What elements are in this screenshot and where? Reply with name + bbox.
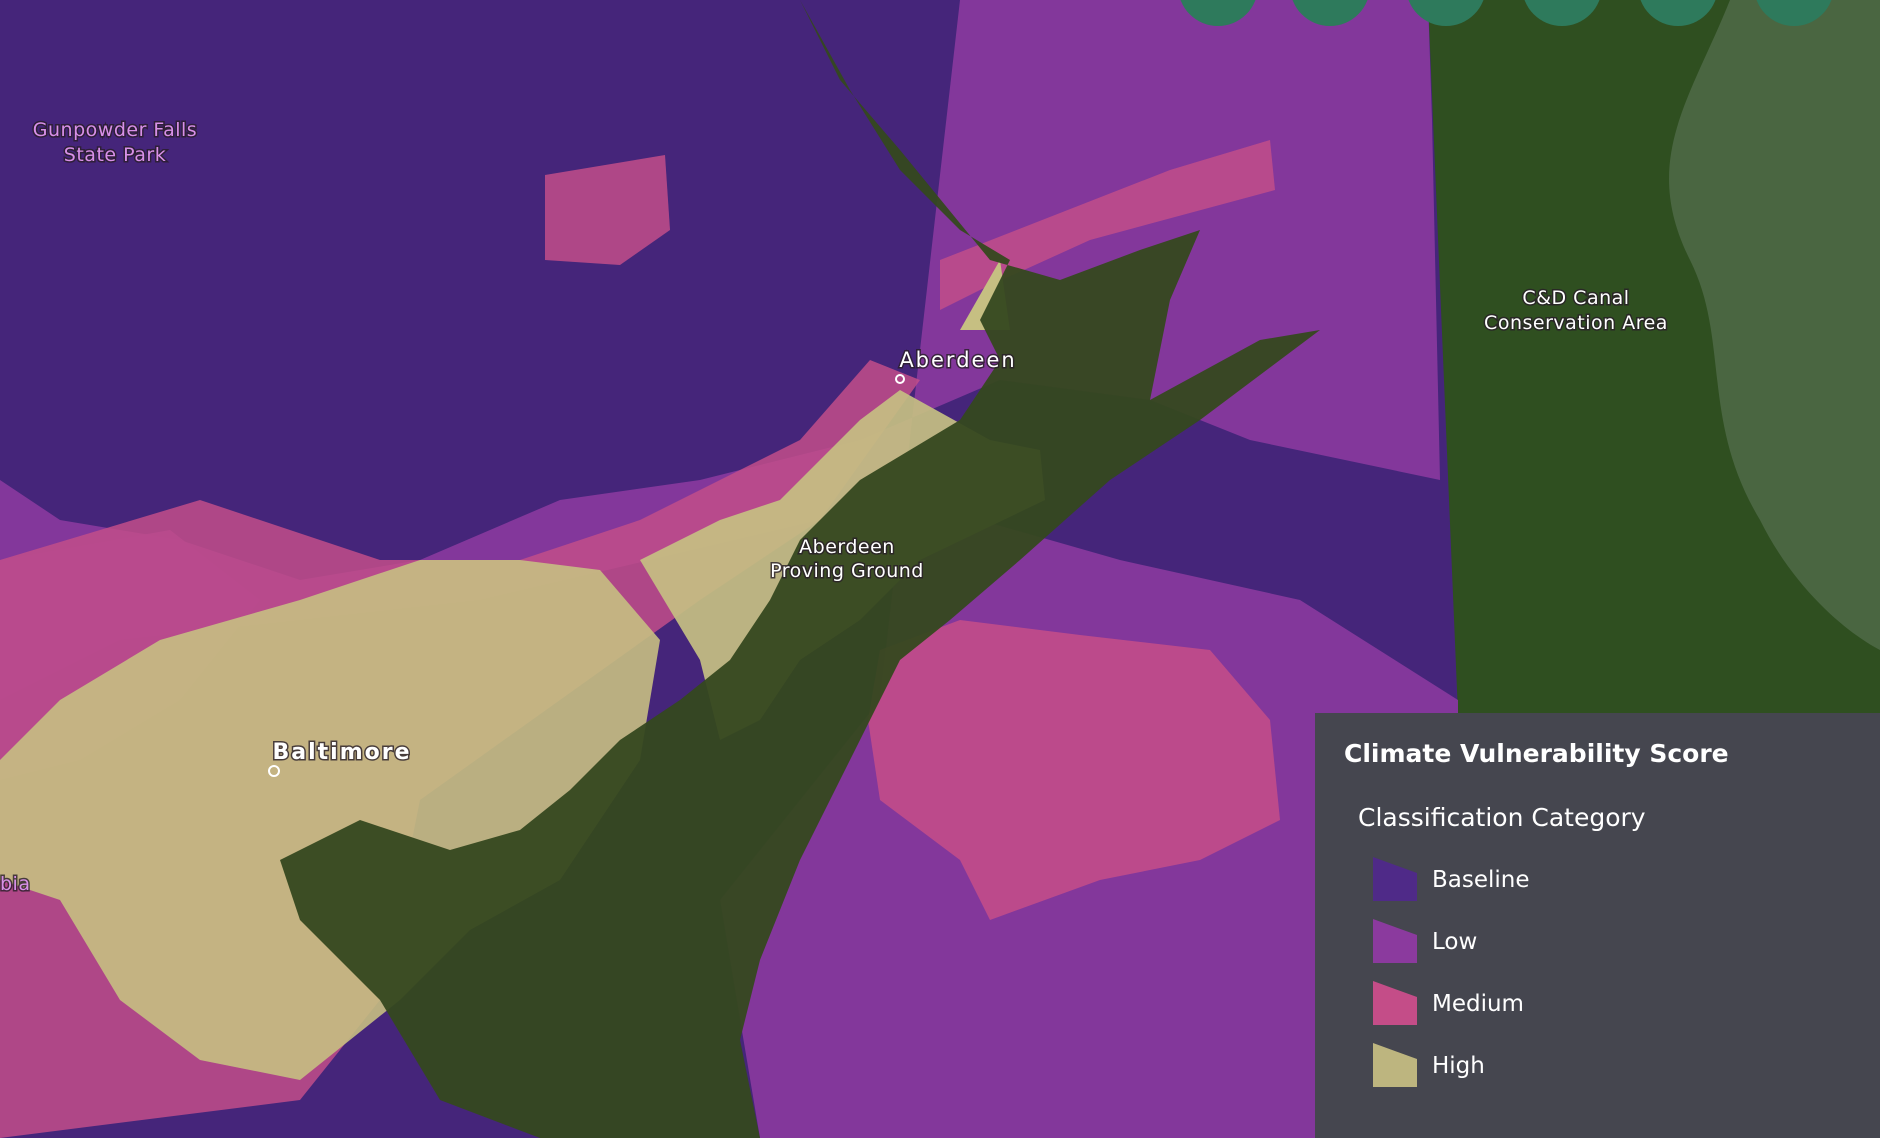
legend-label: High [1432, 1053, 1485, 1079]
tool-button[interactable] [1522, 0, 1602, 26]
legend: Climate Vulnerability Score Classificati… [1315, 713, 1880, 1138]
map-label: bia [0, 873, 30, 895]
tool-button[interactable] [1406, 0, 1486, 26]
tool-button[interactable] [1178, 0, 1258, 26]
high-area [0, 560, 660, 1080]
map-label: Conservation Area [1484, 312, 1668, 334]
map-label: Proving Ground [770, 560, 924, 582]
tool-button[interactable] [1290, 0, 1370, 26]
legend-title: Climate Vulnerability Score [1344, 739, 1729, 768]
legend-swatch [1373, 857, 1417, 901]
city-marker [268, 765, 280, 777]
legend-label: Low [1432, 929, 1477, 955]
tool-button[interactable] [1754, 0, 1834, 26]
medium-area [940, 140, 1275, 310]
legend-swatch [1373, 919, 1417, 963]
map-label: State Park [64, 144, 166, 166]
medium-area [868, 620, 1280, 920]
map-label: Gunpowder Falls [33, 119, 197, 141]
map-label: Aberdeen [799, 536, 895, 558]
tool-button[interactable] [1638, 0, 1718, 26]
toolbar [1178, 0, 1834, 26]
legend-subtitle: Classification Category [1358, 803, 1646, 832]
water [280, 0, 1320, 1138]
river [1669, 0, 1880, 650]
map-label: Aberdeen [899, 348, 1016, 372]
map-label: C&D Canal [1522, 287, 1629, 309]
city-marker [895, 374, 905, 384]
medium-area [545, 155, 670, 265]
map-label: Baltimore [272, 740, 411, 765]
legend-swatch [1373, 981, 1417, 1025]
legend-swatch [1373, 1043, 1417, 1087]
legend-label: Medium [1432, 991, 1524, 1017]
legend-label: Baseline [1432, 867, 1530, 893]
